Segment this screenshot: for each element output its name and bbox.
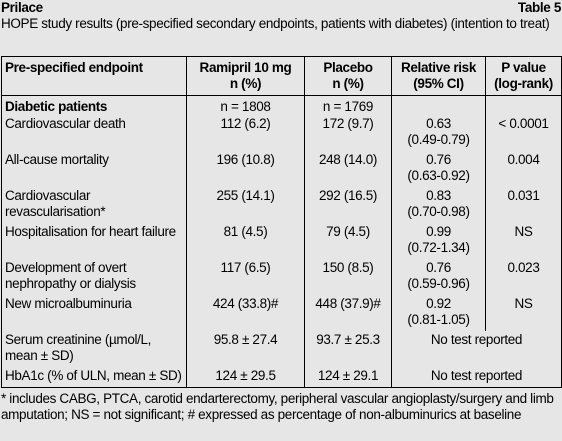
- placebo-n: n = 1769: [304, 95, 392, 115]
- ramipril-value: 95.8 ± 27.4: [186, 331, 305, 367]
- header: Prilace Table 5: [1, 0, 561, 16]
- endpoint: Development of overt nephropathy or dial…: [1, 259, 187, 295]
- column-header: P value (log-rank): [485, 56, 562, 96]
- relative-risk: 0.76 (0.63-0.92): [391, 151, 486, 187]
- header-line: Relative risk: [401, 60, 476, 75]
- empty-cell: [485, 95, 562, 115]
- p-value: < 0.0001: [485, 115, 562, 151]
- p-value: NS: [485, 295, 562, 331]
- caption: HOPE study results (pre-specified second…: [1, 16, 550, 31]
- rr-value: 0.76: [426, 152, 451, 167]
- placebo-value: 448 (37.9)#: [304, 295, 392, 331]
- endpoint: New microalbuminuria: [1, 295, 187, 331]
- empty-cell: [391, 95, 486, 115]
- confidence-interval: (0.81-1.05): [407, 312, 470, 327]
- results-table: Pre-specified endpoint Ramipril 10 mg n (%…: [1, 56, 562, 388]
- table-number: Table 5: [517, 0, 561, 15]
- p-value: 0.004: [485, 151, 562, 187]
- rr-value: 0.76: [426, 260, 451, 275]
- data-row: Hospitalisation for heart failure 81 (4.5…: [1, 223, 562, 259]
- ramipril-n: n = 1808: [186, 95, 305, 115]
- endpoint: Cardiovascular revascularisation*: [1, 187, 187, 223]
- group-label: Diabetic patients: [1, 95, 187, 115]
- note-cell: No test reported: [391, 367, 562, 388]
- header-line: (95% CI): [413, 76, 464, 91]
- relative-risk: 0.92 (0.81-1.05): [391, 295, 486, 331]
- ramipril-value: 124 ± 29.5: [186, 367, 305, 388]
- endpoint: Cardiovascular death: [1, 115, 187, 151]
- header-row: Pre-specified endpoint Ramipril 10 mg n (%…: [1, 56, 562, 96]
- placebo-value: 124 ± 29.1: [304, 367, 392, 388]
- relative-risk: 0.76 (0.59-0.96): [391, 259, 486, 295]
- header-line: n (%): [229, 76, 262, 91]
- rr-value: 0.83: [426, 188, 451, 203]
- column-header: Ramipril 10 mg n (%): [186, 56, 305, 96]
- p-value: 0.023: [485, 259, 562, 295]
- column-header: Relative risk (95% CI): [391, 56, 486, 96]
- confidence-interval: (0.70-0.98): [407, 204, 470, 219]
- data-row: All-cause mortality 196 (10.8) 248 (14.0) 0…: [1, 151, 562, 187]
- relative-risk: 0.63 (0.49-0.79): [391, 115, 486, 151]
- relative-risk: 0.99 (0.72-1.34): [391, 223, 486, 259]
- placebo-value: 292 (16.5): [304, 187, 392, 223]
- confidence-interval: (0.63-0.92): [407, 168, 470, 183]
- confidence-interval: (0.59-0.96): [407, 276, 470, 291]
- relative-risk: 0.83 (0.70-0.98): [391, 187, 486, 223]
- ramipril-value: 112 (6.2): [186, 115, 305, 151]
- endpoint: All-cause mortality: [1, 151, 187, 187]
- data-row: New microalbuminuria 424 (33.8)# 448 (37.9…: [1, 295, 562, 331]
- data-row: HbA1c (% of ULN, mean ± SD) 124 ± 29.5 124…: [1, 367, 562, 388]
- p-value: 0.031: [485, 187, 562, 223]
- ramipril-value: 255 (14.1): [186, 187, 305, 223]
- rr-value: 0.99: [426, 224, 451, 239]
- header-line: Placebo: [323, 60, 373, 75]
- confidence-interval: (0.49-0.79): [407, 132, 470, 147]
- ramipril-value: 424 (33.8)#: [186, 295, 305, 331]
- data-row: Development of overt nephropathy or dial…: [1, 259, 562, 295]
- column-header: Pre-specified endpoint: [1, 56, 187, 96]
- rr-value: 0.63: [426, 116, 451, 131]
- confidence-interval: (0.72-1.34): [407, 240, 470, 255]
- endpoint: Hospitalisation for heart failure: [1, 223, 187, 259]
- placebo-value: 172 (9.7): [304, 115, 392, 151]
- header-line: n (%): [332, 76, 364, 91]
- placebo-value: 248 (14.0): [304, 151, 392, 187]
- placebo-value: 93.7 ± 25.3: [304, 331, 392, 367]
- endpoint: HbA1c (% of ULN, mean ± SD): [1, 367, 187, 388]
- ramipril-value: 81 (4.5): [186, 223, 305, 259]
- p-value: NS: [485, 223, 562, 259]
- ramipril-value: 196 (10.8): [186, 151, 305, 187]
- table-body: Diabetic patients n = 1808 n = 1769 Cardiov…: [1, 95, 562, 388]
- placebo-value: 150 (8.5): [304, 259, 392, 295]
- endpoint: Serum creatinine (µmol/L, mean ± SD): [1, 331, 187, 367]
- rr-value: 0.92: [426, 296, 451, 311]
- column-header: Placebo n (%): [304, 56, 392, 96]
- footnote: * includes CABG, PTCA, carotid endartere…: [1, 391, 554, 422]
- data-row: Cardiovascular revascularisation* 255 (14…: [1, 187, 562, 223]
- header-line: Pre-specified endpoint: [5, 60, 143, 75]
- header-line: P value: [501, 60, 546, 75]
- section-title: Prilace: [1, 0, 43, 15]
- header-line: Ramipril 10 mg: [199, 60, 292, 75]
- header-line: (log-rank): [494, 76, 553, 91]
- placebo-value: 79 (4.5): [304, 223, 392, 259]
- data-row: Cardiovascular death 112 (6.2) 172 (9.7) 0.…: [1, 115, 562, 151]
- note-cell: No test reported: [391, 331, 562, 367]
- data-row: Serum creatinine (µmol/L, mean ± SD) 95.8…: [1, 331, 562, 367]
- group-row: Diabetic patients n = 1808 n = 1769: [1, 95, 562, 115]
- ramipril-value: 117 (6.5): [186, 259, 305, 295]
